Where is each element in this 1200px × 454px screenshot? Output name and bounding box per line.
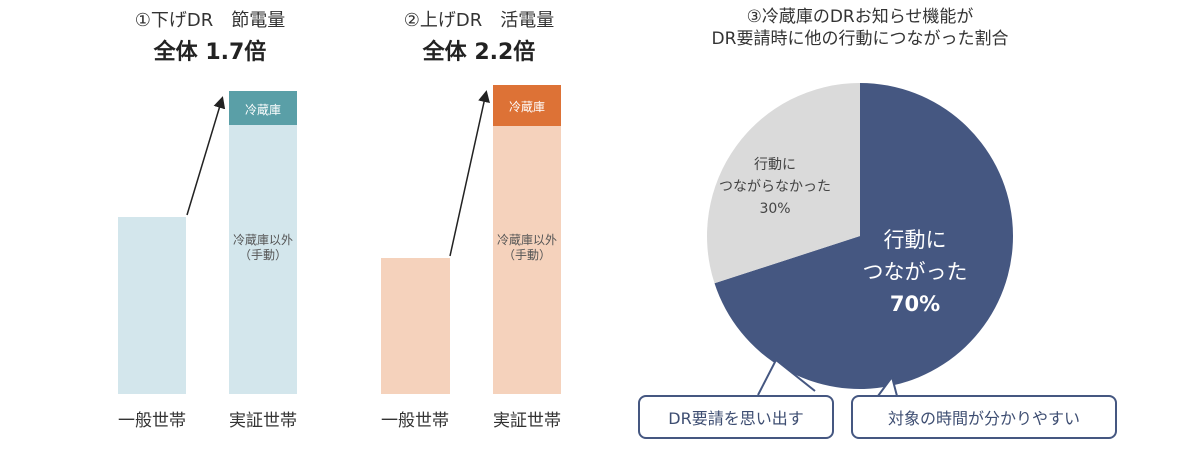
callout-remember-dr: DR要請を思い出す [638, 395, 834, 439]
chart1-fridge-label: 冷蔵庫 [244, 103, 281, 117]
callout-tail-right [877, 374, 898, 397]
chart1-bar-trial-fridge: 冷蔵庫 [229, 91, 297, 125]
chart2-growth-arrow [449, 90, 490, 257]
pie-slice-acted [714, 83, 1014, 389]
pie-slice-not-acted [707, 83, 860, 284]
chart2-bar-general [381, 258, 450, 394]
chart2-category-trial: 実証世帯 [493, 411, 561, 431]
chart1-bar-trial-other: 冷蔵庫以外 （手動） [229, 125, 297, 394]
pie-label-not-acted: 行動に つながらなかった 30% [710, 154, 840, 220]
chart2-other-label: 冷蔵庫以外 （手動） [496, 233, 557, 262]
pie-label-not-acted-pct: 30% [759, 201, 791, 217]
pie-label-acted-text: 行動に つながった [862, 228, 968, 284]
callout-remember-dr-text: DR要請を思い出す [668, 409, 804, 428]
chart2-fridge-label: 冷蔵庫 [508, 100, 545, 114]
callout-time-clear: 対象の時間が分かりやすい [851, 395, 1117, 439]
chart1-bar-general [118, 217, 186, 394]
chart2-bar-trial-other: 冷蔵庫以外 （手動） [493, 126, 561, 394]
chart2-title: ②上げDR 活電量 [403, 10, 555, 31]
chart1-subtitle: 全体 1.7倍 [153, 40, 267, 65]
chart3-title: ③冷蔵庫のDRお知らせ機能が DR要請時に他の行動につながった割合 [690, 6, 1030, 50]
chart2-subtitle: 全体 2.2倍 [422, 40, 536, 65]
chart1-title: ①下げDR 節電量 [134, 10, 286, 31]
chart1-category-general: 一般世帯 [118, 411, 186, 431]
pie-label-acted: 行動に つながった 70% [850, 224, 980, 316]
pie-label-acted-pct: 70% [889, 292, 941, 316]
chart2-category-general: 一般世帯 [381, 411, 449, 431]
chart2-bar-trial-fridge: 冷蔵庫 [493, 85, 561, 126]
pie-label-not-acted-text: 行動に つながらなかった [719, 157, 831, 195]
callout-tail-left [757, 358, 816, 396]
chart3-title-text: ③冷蔵庫のDRお知らせ機能が DR要請時に他の行動につながった割合 [711, 7, 1009, 49]
chart1-growth-arrow [186, 96, 226, 216]
chart1-other-label: 冷蔵庫以外 （手動） [232, 233, 293, 262]
chart1-plot: 冷蔵庫以外 （手動） 冷蔵庫 一般世帯 実証世帯 [0, 0, 400, 454]
callout-time-clear-text: 対象の時間が分かりやすい [887, 409, 1080, 428]
chart2-plot: 冷蔵庫以外 （手動） 冷蔵庫 一般世帯 実証世帯 [381, 85, 561, 431]
chart1-category-trial: 実証世帯 [229, 411, 297, 431]
